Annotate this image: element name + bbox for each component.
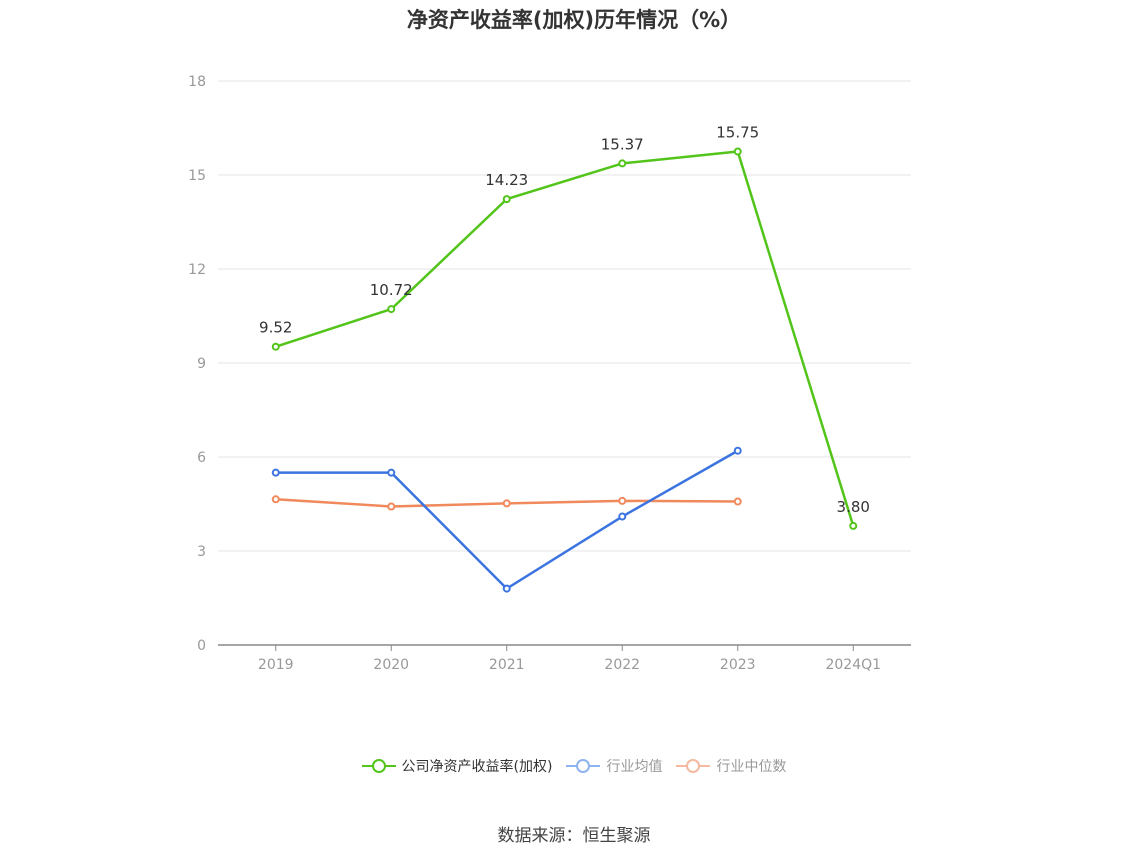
- data-point: [502, 499, 511, 508]
- data-point: [271, 342, 280, 351]
- x-tick-label: 2020: [373, 657, 409, 673]
- legend-swatch: [676, 757, 711, 775]
- legend: 公司净资产收益率(加权) 行业均值 行业中位数: [0, 756, 1148, 776]
- data-point: [733, 147, 742, 156]
- legend-label: 行业中位数: [716, 759, 787, 775]
- data-point: [387, 468, 396, 477]
- x-tick-label: 2022: [604, 657, 640, 673]
- data-point: [618, 159, 627, 168]
- data-label: 3.80: [837, 498, 870, 516]
- series-line: [275, 150, 855, 527]
- data-point: [849, 521, 858, 530]
- data-point: [618, 496, 627, 505]
- y-tick-label: 3: [197, 544, 206, 560]
- x-tick-label: 2024Q1: [825, 657, 881, 673]
- chart-title: 净资产收益率(加权)历年情况（%）: [406, 8, 742, 32]
- y-tick-label: 9: [197, 356, 206, 372]
- data-label: 10.72: [370, 281, 413, 299]
- data-point: [502, 195, 511, 204]
- legend-label: 公司净资产收益率(加权): [401, 759, 553, 775]
- legend-item[interactable]: 行业均值: [566, 756, 662, 776]
- legend-label: 行业均值: [606, 759, 663, 775]
- data-point: [271, 495, 280, 504]
- data-label: 15.75: [716, 124, 759, 142]
- data-label: 9.52: [259, 319, 292, 337]
- data-point: [271, 468, 280, 477]
- data-source: 数据来源：恒生聚源: [497, 826, 651, 846]
- y-tick-label: 12: [188, 262, 206, 278]
- data-point: [387, 502, 396, 511]
- data-point: [387, 305, 396, 314]
- y-tick-label: 18: [188, 74, 206, 90]
- data-point: [618, 512, 627, 521]
- data-label: 14.23: [485, 171, 528, 189]
- x-tick-label: 2021: [489, 657, 525, 673]
- data-point: [502, 584, 511, 593]
- legend-item[interactable]: 公司净资产收益率(加权): [361, 756, 553, 776]
- legend-swatch: [361, 757, 396, 775]
- legend-item[interactable]: 行业中位数: [676, 756, 786, 776]
- data-point: [733, 497, 742, 506]
- legend-swatch: [566, 757, 601, 775]
- data-label: 15.37: [601, 135, 644, 153]
- y-tick-label: 15: [188, 168, 206, 184]
- y-tick-label: 0: [197, 638, 206, 654]
- series-line: [275, 449, 739, 590]
- data-point: [733, 446, 742, 455]
- x-tick-label: 2023: [720, 657, 756, 673]
- x-tick-label: 2019: [258, 657, 294, 673]
- y-tick-label: 6: [197, 450, 206, 466]
